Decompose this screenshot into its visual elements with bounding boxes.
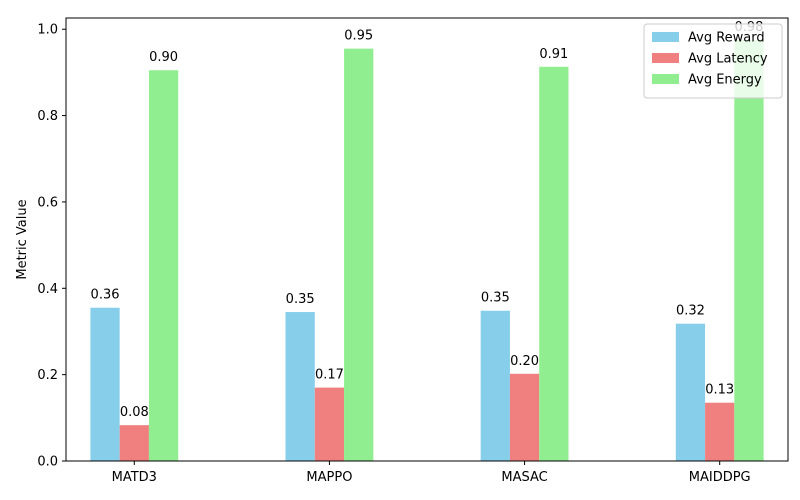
bar-avg-latency-masac: [509, 373, 540, 461]
data-label: 0.90: [149, 50, 178, 65]
data-label: 0.20: [510, 354, 539, 369]
data-labels-layer: 0.36 0.35 0.35 0.32 0.08 0.17 0.20 0.13 0.90 0.95…: [91, 20, 764, 420]
y-tick-label: 0.8: [37, 109, 58, 124]
y-axis: 0.0 0.2 0.4 0.6 0.8 1.0: [37, 23, 66, 470]
y-axis-title: Metric Value: [15, 199, 30, 279]
data-label: 0.35: [481, 291, 510, 306]
bar-avg-latency-maiddpg: [705, 402, 735, 461]
x-tick-label: MAIDDPG: [689, 470, 751, 485]
data-label: 0.32: [676, 304, 705, 319]
y-tick-label: 1.0: [37, 23, 58, 38]
legend-swatch: [652, 74, 679, 84]
bar-avg-latency-mappo: [314, 387, 345, 461]
x-tick-label: MASAC: [501, 470, 547, 485]
legend-swatch: [652, 32, 679, 42]
data-label: 0.35: [286, 292, 315, 307]
bars-layer: [90, 40, 764, 462]
bar-avg-reward-mappo: [285, 312, 315, 461]
legend-label: Avg Reward: [688, 31, 765, 46]
x-tick-label: MAPPO: [306, 470, 352, 485]
plot-frame: [65, 17, 789, 462]
x-tick-label: MATD3: [112, 470, 157, 485]
legend-label: Avg Energy: [688, 73, 762, 88]
data-label: 0.13: [705, 383, 734, 398]
y-tick-label: 0.0: [37, 455, 58, 470]
legend-swatch: [652, 53, 679, 63]
y-tick-label: 0.2: [37, 368, 58, 383]
data-label: 0.95: [344, 29, 373, 44]
y-tick-label: 0.4: [37, 282, 58, 297]
bar-avg-latency-matd3: [119, 425, 149, 461]
bar-avg-reward-maiddpg: [675, 323, 706, 461]
bar-avg-energy-mappo: [344, 48, 374, 461]
data-label: 0.08: [120, 405, 149, 420]
y-tick-label: 0.6: [37, 195, 58, 210]
x-axis: MATD3 MAPPO MASAC MAIDDPG: [112, 461, 751, 485]
data-label: 0.91: [539, 47, 568, 62]
data-label: 0.36: [91, 288, 120, 303]
data-label: 0.17: [315, 368, 344, 383]
legend-label: Avg Latency: [688, 52, 768, 67]
bar-avg-energy-matd3: [148, 70, 179, 462]
bar-avg-reward-matd3: [90, 307, 120, 461]
bar-avg-reward-masac: [480, 310, 510, 461]
bar-avg-energy-masac: [539, 66, 569, 461]
legend: Avg Reward Avg Latency Avg Energy: [643, 23, 783, 99]
bar-avg-energy-maiddpg: [734, 40, 764, 461]
